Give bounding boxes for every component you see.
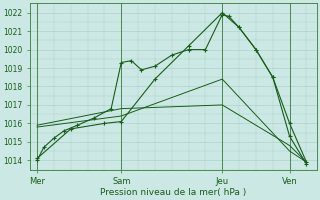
X-axis label: Pression niveau de la mer( hPa ): Pression niveau de la mer( hPa ) [100, 188, 247, 197]
